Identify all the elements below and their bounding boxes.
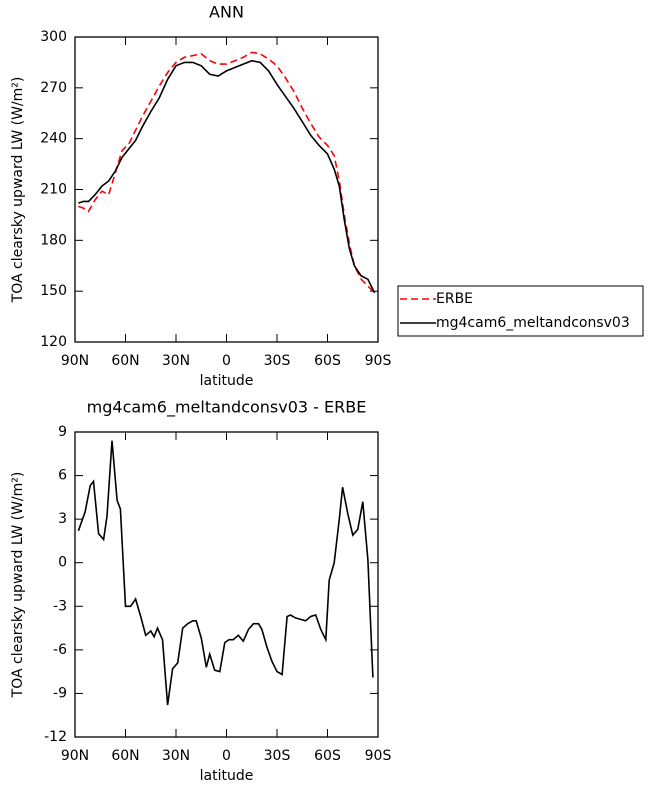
- legend-label: ERBE: [436, 291, 473, 307]
- data-line: [78, 59, 376, 294]
- x-tick-label: 0: [222, 353, 231, 369]
- legend-box: [397, 285, 644, 337]
- plot-frame: [74, 36, 379, 343]
- y-axis-label: TOA clearsky upward LW (W/m²): [10, 472, 26, 699]
- legend-label: mg4cam6_meltandconsv03: [436, 315, 630, 331]
- x-tick-label: 30S: [264, 353, 291, 369]
- y-tick-label: -3: [53, 598, 67, 614]
- plot-frame: [74, 431, 379, 738]
- x-tick-label: 90N: [61, 353, 89, 369]
- data-line: [78, 51, 376, 294]
- x-tick-label: 30S: [264, 748, 291, 764]
- y-tick-label: 0: [58, 555, 67, 571]
- data-line: [77, 440, 374, 706]
- x-axis-label: latitude: [200, 768, 254, 784]
- y-tick-label: 270: [40, 80, 67, 96]
- y-tick-label: 3: [58, 511, 67, 527]
- x-tick-label: 90S: [365, 748, 392, 764]
- chart-title: mg4cam6_meltandconsv03 - ERBE: [87, 398, 367, 418]
- y-tick-label: -6: [53, 642, 67, 658]
- x-tick-label: 90N: [61, 748, 89, 764]
- y-tick-label: 9: [58, 424, 67, 440]
- x-axis-label: latitude: [200, 373, 254, 389]
- x-tick-label: 30N: [162, 353, 190, 369]
- x-tick-label: 60N: [111, 748, 139, 764]
- x-tick-label: 30N: [162, 748, 190, 764]
- chart-title: ANN: [209, 3, 244, 22]
- y-tick-label: 210: [40, 182, 67, 198]
- y-tick-label: 150: [40, 283, 67, 299]
- y-axis-label: TOA clearsky upward LW (W/m²): [10, 77, 26, 304]
- x-tick-label: 60S: [314, 353, 341, 369]
- y-tick-label: 6: [58, 468, 67, 484]
- x-tick-label: 0: [222, 748, 231, 764]
- y-tick-label: 240: [40, 131, 67, 147]
- y-tick-label: 180: [40, 232, 67, 248]
- x-tick-label: 90S: [365, 353, 392, 369]
- y-tick-label: 120: [40, 334, 67, 350]
- x-tick-label: 60N: [111, 353, 139, 369]
- x-tick-label: 60S: [314, 748, 341, 764]
- y-tick-label: -12: [44, 729, 67, 745]
- y-tick-label: 300: [40, 29, 67, 45]
- y-tick-label: -9: [53, 685, 67, 701]
